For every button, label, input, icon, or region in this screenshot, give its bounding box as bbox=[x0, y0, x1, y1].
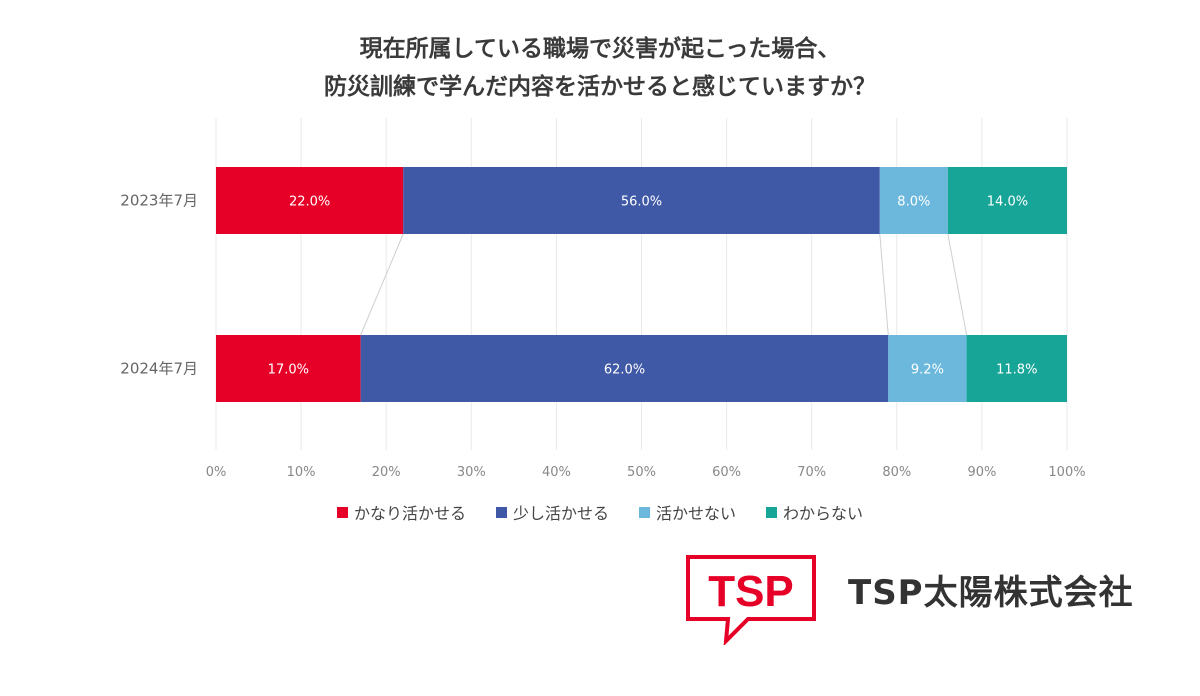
legend-item: かなり活かせる bbox=[336, 500, 466, 524]
legend-label: かなり活かせる bbox=[353, 504, 466, 523]
x-tick-label: 60% bbox=[712, 465, 741, 480]
series-connector-line bbox=[947, 233, 968, 336]
data-label: 17.0% bbox=[268, 363, 309, 378]
stacked-bar-chart: 0% 10% 20% 30% 40% 50% 60% 70% 80% 90% 100% 2023年7月… bbox=[120, 118, 1086, 480]
series-connector-line bbox=[879, 233, 889, 336]
legend-item: 活かせない bbox=[639, 500, 736, 524]
data-label: 56.0% bbox=[621, 195, 662, 210]
data-label: 9.2% bbox=[911, 363, 944, 378]
series-connector-line bbox=[360, 233, 404, 336]
x-tick-label: 30% bbox=[457, 465, 486, 480]
chart-title-line-2: 防災訓練で学んだ内容を活かせると感じていますか？ bbox=[324, 74, 876, 100]
legend-swatch bbox=[639, 506, 650, 518]
bar-segment bbox=[403, 167, 880, 234]
data-label: 14.0% bbox=[987, 195, 1028, 210]
data-label: 62.0% bbox=[604, 363, 645, 378]
x-tick-label: 20% bbox=[372, 465, 401, 480]
legend-label: 活かせない bbox=[656, 504, 737, 523]
chart-title: 現在所属している職場で災害が起こった場合、 防災訓練で学んだ内容を活かせると感じ… bbox=[0, 30, 1200, 106]
data-label: 8.0% bbox=[897, 195, 930, 210]
bar-segment bbox=[216, 335, 361, 402]
legend-label: わからない bbox=[783, 504, 864, 523]
bar-segment bbox=[888, 335, 967, 402]
company-name: TSP太陽株式会社 bbox=[848, 573, 1134, 613]
bar-segment bbox=[879, 167, 948, 234]
x-tick-label: 50% bbox=[627, 465, 656, 480]
y-category-label: 2024年7月 bbox=[120, 360, 198, 378]
chart-title-line-1: 現在所属している職場で災害が起こった場合、 bbox=[359, 36, 841, 62]
legend-swatch bbox=[495, 506, 507, 518]
legend-item: わからない bbox=[766, 500, 863, 524]
x-tick-label: 40% bbox=[542, 465, 571, 480]
logo-mark-text: TSP bbox=[708, 567, 794, 616]
x-tick-label: 80% bbox=[882, 465, 911, 480]
x-tick-label: 70% bbox=[797, 465, 826, 480]
legend-item: 少し活かせる bbox=[495, 500, 609, 524]
y-category-label: 2023年7月 bbox=[120, 192, 198, 210]
bar-segment bbox=[360, 335, 889, 402]
tsp-logo-mark: TSP bbox=[686, 555, 818, 649]
data-label: 11.8% bbox=[996, 363, 1037, 378]
bar-segment bbox=[216, 167, 404, 234]
x-tick-label: 10% bbox=[287, 465, 316, 480]
legend-label: 少し活かせる bbox=[512, 504, 609, 523]
bar-segment bbox=[966, 335, 1067, 402]
data-label: 22.0% bbox=[289, 195, 330, 210]
x-tick-label: 100% bbox=[1048, 465, 1085, 480]
x-tick-label: 0% bbox=[206, 465, 227, 480]
chart-legend: かなり活かせる 少し活かせる 活かせない わからない bbox=[0, 500, 1200, 524]
bar-segment bbox=[947, 167, 1067, 234]
legend-swatch bbox=[336, 506, 348, 518]
legend-swatch bbox=[766, 506, 778, 518]
x-tick-label: 90% bbox=[967, 465, 996, 480]
